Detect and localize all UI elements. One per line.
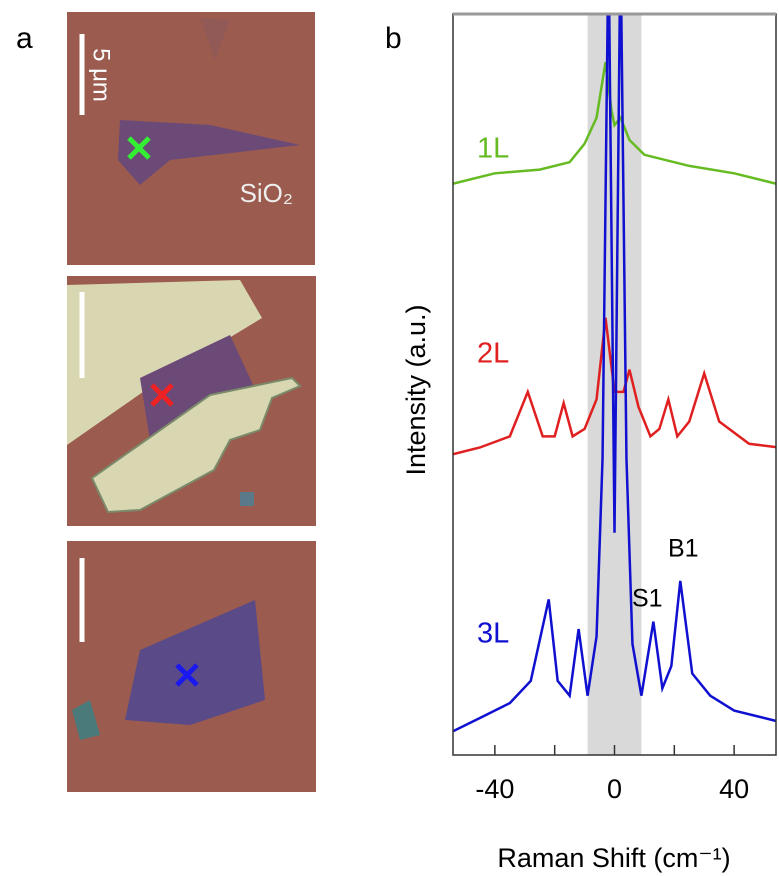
panel-label: b [385,22,402,55]
y-axis-title: Intensity (a.u.) [401,304,431,475]
x-tick-label: 0 [607,774,622,804]
micrograph [67,276,316,526]
series-label: 2L [477,338,509,370]
x-tick-label: -40 [475,774,514,804]
x-tick-label: 40 [719,774,749,804]
micrograph [67,541,316,792]
peak-annotation: B1 [668,535,699,563]
spectrum-line [453,317,776,456]
x-axis-title: Raman Shift (cm⁻¹) [497,843,730,873]
peak-annotation: S1 [632,585,663,613]
substrate-label: SiO₂ [240,178,293,208]
spectrum-line [453,14,776,733]
plot-lines [453,14,776,733]
series-label: 1L [477,133,509,165]
panel-label: a [16,22,33,55]
series-label: 3L [477,618,509,650]
spectrum-line [453,61,776,185]
scale-bar-label: 5 μm [88,48,115,102]
micrograph: 5 μm SiO₂ [67,12,315,265]
